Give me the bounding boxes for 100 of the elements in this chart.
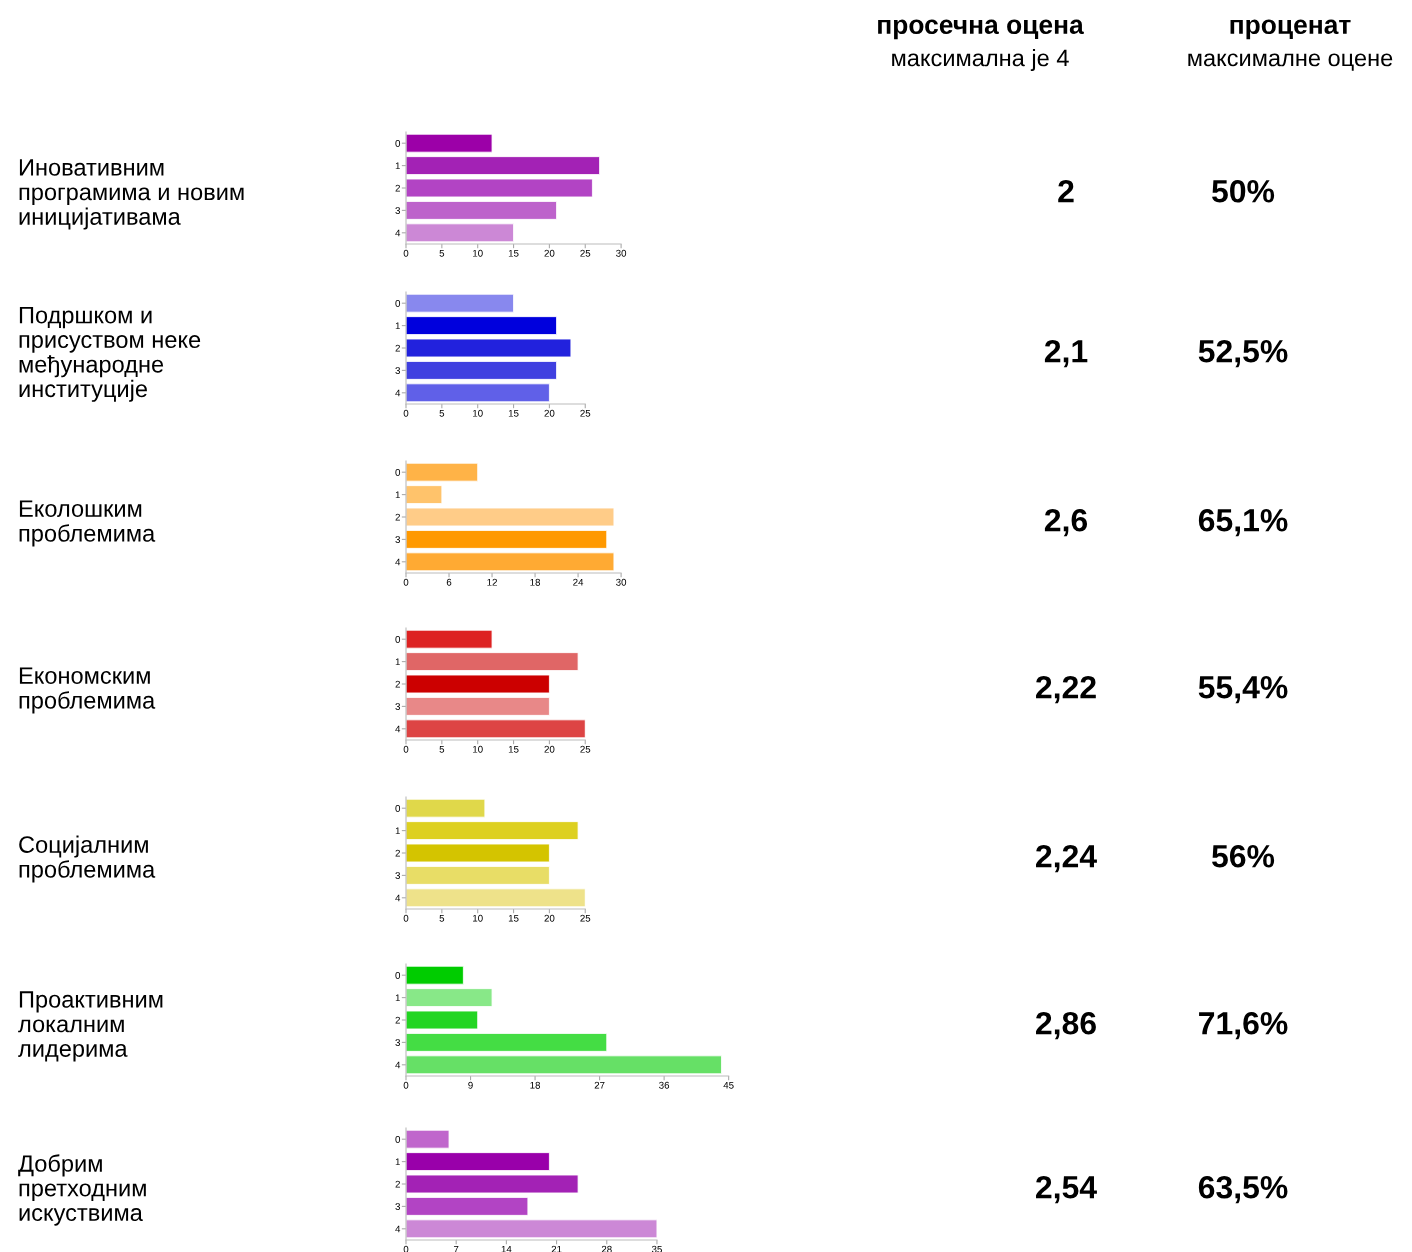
y-tick-label: 0 xyxy=(395,299,401,307)
y-tick-label: 1 xyxy=(395,491,400,499)
y-tick-label: 1 xyxy=(395,658,400,666)
y-tick-label: 1 xyxy=(395,827,400,835)
text: 50% xyxy=(1212,179,1275,203)
bar xyxy=(406,1033,608,1052)
text: 65,1% xyxy=(1198,508,1288,537)
text: 71,6% xyxy=(1199,1011,1288,1040)
x-tick-label: 36 xyxy=(659,1081,670,1089)
text: 2,1 xyxy=(1044,339,1088,368)
y-tick-label: 1 xyxy=(395,322,400,330)
bar xyxy=(406,843,550,863)
bar xyxy=(406,293,514,313)
bar xyxy=(406,866,550,885)
y-tick-label: 3 xyxy=(395,703,401,711)
y-tick-label: 4 xyxy=(395,1061,401,1069)
x-tick-label: 0 xyxy=(403,409,409,417)
bar xyxy=(406,697,550,716)
y-tick-label: 1 xyxy=(395,1158,400,1166)
y-tick-label: 3 xyxy=(395,207,401,215)
y-tick-label: 1 xyxy=(395,162,400,170)
y-tick-label: 2 xyxy=(395,344,400,352)
x-tick-label: 25 xyxy=(580,249,591,257)
x-tick-label: 0 xyxy=(403,745,409,753)
bar xyxy=(406,507,615,527)
x-tick-label: 10 xyxy=(473,914,483,922)
bar xyxy=(406,338,572,358)
text: просечна оцена xyxy=(878,19,1084,40)
text: 2,86 xyxy=(1036,1011,1096,1040)
x-tick-label: 15 xyxy=(508,409,519,417)
y-tick-label: 2 xyxy=(395,1180,400,1188)
x-tick-label: 9 xyxy=(468,1081,473,1089)
x-tick-label: 30 xyxy=(616,578,627,586)
x-tick-label: 25 xyxy=(580,745,591,753)
bar xyxy=(406,530,608,549)
bar xyxy=(406,1129,450,1149)
bar xyxy=(406,316,557,335)
x-tick-label: 5 xyxy=(439,914,445,922)
y-tick-label: 0 xyxy=(395,635,401,643)
bar xyxy=(406,462,479,482)
y-tick-label: 3 xyxy=(395,872,401,880)
x-tick-label: 15 xyxy=(508,914,519,922)
x-tick-label: 0 xyxy=(403,249,409,257)
x-tick-label: 30 xyxy=(616,249,627,257)
x-tick-label: 7 xyxy=(453,1245,459,1252)
bar xyxy=(406,156,601,175)
y-axis-title: Иновативним програмима и новим иницијативама xyxy=(19,159,244,230)
y-tick-label: 2 xyxy=(395,184,400,192)
x-tick-label: 0 xyxy=(403,914,409,922)
x-tick-label: 5 xyxy=(439,409,445,417)
x-tick-label: 24 xyxy=(573,578,584,586)
x-tick-label: 20 xyxy=(544,914,555,922)
bar xyxy=(406,552,615,572)
y-tick-label: 3 xyxy=(395,536,401,544)
y-axis-title: Добрим претходним искуствима xyxy=(18,1154,146,1226)
y-tick-label: 4 xyxy=(395,894,401,902)
x-tick-label: 21 xyxy=(551,1245,562,1252)
bar xyxy=(406,383,550,403)
text: 63,5% xyxy=(1198,1175,1288,1204)
y-tick-label: 0 xyxy=(395,804,401,812)
x-tick-label: 15 xyxy=(508,249,519,257)
x-tick-label: 10 xyxy=(473,409,483,417)
x-tick-label: 0 xyxy=(403,1081,409,1089)
bar xyxy=(406,133,493,153)
y-axis-title: Еколошким проблемима xyxy=(19,500,156,547)
y-tick-label: 0 xyxy=(395,468,401,476)
text: 2 xyxy=(1058,179,1074,203)
x-tick-label: 12 xyxy=(487,578,497,586)
y-tick-label: 4 xyxy=(395,558,401,566)
bar xyxy=(406,361,557,380)
y-axis-title: Подршком и присуством неке међународне институције xyxy=(19,307,201,402)
x-tick-label: 10 xyxy=(473,745,483,753)
bar xyxy=(406,178,593,198)
text: максимална је 4 xyxy=(892,49,1069,71)
text: 56% xyxy=(1212,844,1275,868)
x-tick-label: 20 xyxy=(544,409,555,417)
x-tick-label: 5 xyxy=(439,249,445,257)
bar xyxy=(406,965,464,985)
bar xyxy=(406,1174,579,1194)
x-tick-label: 5 xyxy=(439,745,445,753)
text: 55,4% xyxy=(1198,676,1288,704)
x-tick-label: 0 xyxy=(403,1245,409,1252)
y-tick-label: 3 xyxy=(395,1203,401,1211)
x-tick-label: 25 xyxy=(580,409,591,417)
y-tick-label: 2 xyxy=(395,849,400,857)
x-tick-label: 20 xyxy=(544,249,555,257)
x-tick-label: 18 xyxy=(530,1081,541,1089)
text: проценат xyxy=(1230,19,1351,40)
y-tick-label: 1 xyxy=(395,994,400,1002)
bar xyxy=(406,988,493,1007)
x-tick-label: 15 xyxy=(508,745,519,753)
y-tick-label: 2 xyxy=(395,680,400,688)
x-tick-label: 6 xyxy=(446,578,452,586)
y-tick-label: 4 xyxy=(395,389,401,397)
bar xyxy=(406,201,557,220)
bar xyxy=(406,629,493,649)
text: 2,6 xyxy=(1044,508,1088,537)
y-tick-label: 0 xyxy=(395,971,401,979)
y-axis-title: Социјалним проблемима xyxy=(19,835,156,883)
bar xyxy=(406,1055,722,1075)
